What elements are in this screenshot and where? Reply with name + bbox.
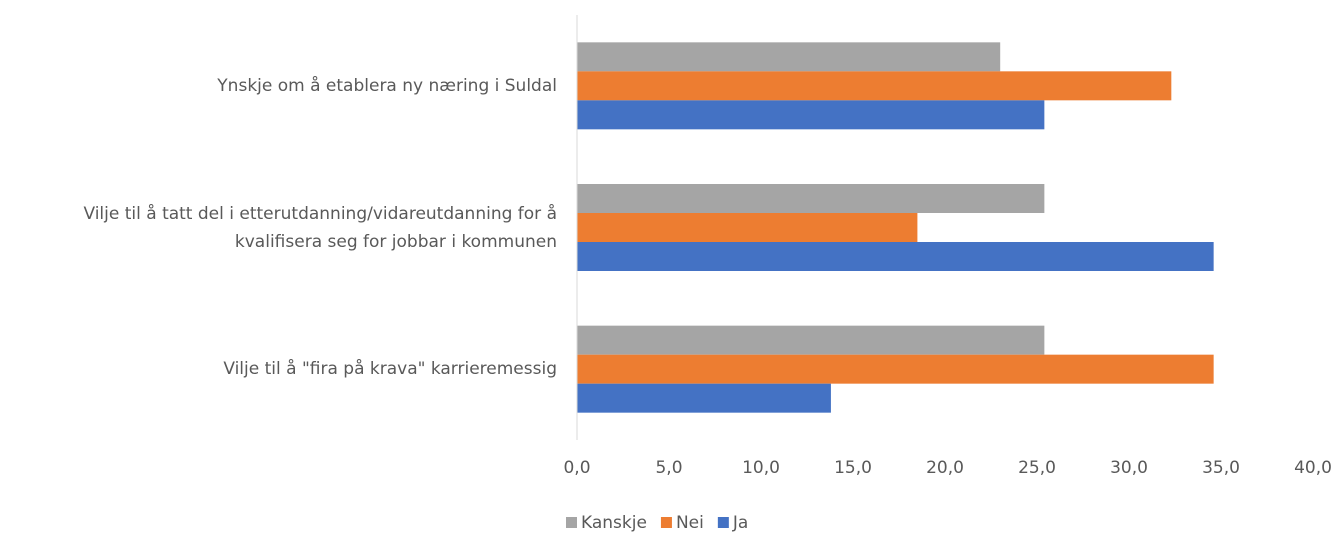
x-tick-label: 25,0 bbox=[1018, 458, 1056, 478]
x-tick-label: 15,0 bbox=[834, 458, 872, 478]
x-tick-label: 35,0 bbox=[1202, 458, 1240, 478]
legend-label: Ja bbox=[732, 513, 748, 533]
legend-swatch bbox=[566, 517, 577, 528]
category-label: Vilje til å tatt del i etterutdanning/vi… bbox=[83, 203, 557, 252]
bar bbox=[577, 383, 831, 413]
bar bbox=[577, 100, 1045, 130]
legend-label: Kanskje bbox=[581, 513, 647, 533]
category-label: Vilje til å "fira på krava" karrieremess… bbox=[223, 359, 557, 380]
bar bbox=[577, 242, 1214, 271]
x-tick-label: 30,0 bbox=[1110, 458, 1148, 478]
bar bbox=[577, 184, 1045, 213]
legend-swatch bbox=[660, 517, 672, 528]
legend-label: Nei bbox=[676, 513, 704, 533]
bar bbox=[577, 325, 1045, 355]
bar bbox=[577, 213, 918, 242]
legend-swatch bbox=[717, 517, 729, 528]
x-tick-label: 10,0 bbox=[742, 458, 780, 478]
bar bbox=[577, 354, 1214, 384]
x-tick-label: 5,0 bbox=[655, 458, 682, 478]
bar bbox=[577, 71, 1172, 101]
x-tick-label: 20,0 bbox=[926, 458, 964, 478]
x-tick-label: 0,0 bbox=[563, 458, 590, 478]
bar bbox=[577, 42, 1001, 72]
x-tick-label: 40,0 bbox=[1294, 458, 1332, 478]
category-label: Ynskje om å etablera ny næring i Suldal bbox=[217, 75, 557, 96]
